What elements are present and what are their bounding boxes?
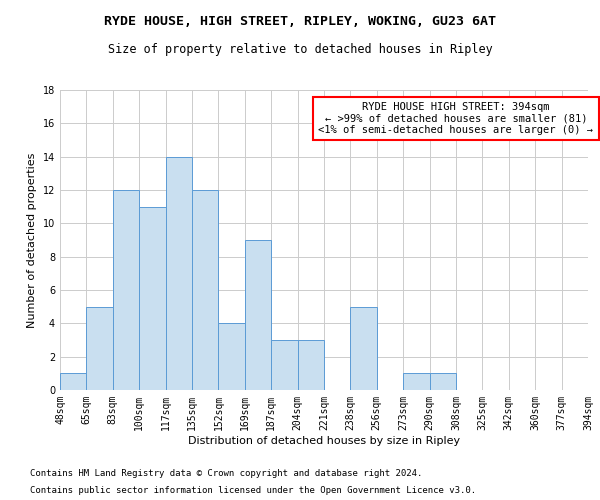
Bar [60,374,86,390]
Bar [86,306,113,390]
Bar [192,190,218,390]
Text: RYDE HOUSE, HIGH STREET, RIPLEY, WOKING, GU23 6AT: RYDE HOUSE, HIGH STREET, RIPLEY, WOKING,… [104,15,496,28]
Bar [139,206,166,390]
Bar [298,340,324,390]
Text: RYDE HOUSE HIGH STREET: 394sqm
← >99% of detached houses are smaller (81)
<1% of: RYDE HOUSE HIGH STREET: 394sqm ← >99% of… [319,102,593,135]
Bar [350,306,377,390]
Bar [218,324,245,390]
Bar [166,156,192,390]
Bar [113,190,139,390]
Bar [403,374,430,390]
Bar [430,374,456,390]
Text: Contains HM Land Registry data © Crown copyright and database right 2024.: Contains HM Land Registry data © Crown c… [30,468,422,477]
Text: Size of property relative to detached houses in Ripley: Size of property relative to detached ho… [107,42,493,56]
Text: Contains public sector information licensed under the Open Government Licence v3: Contains public sector information licen… [30,486,476,495]
X-axis label: Distribution of detached houses by size in Ripley: Distribution of detached houses by size … [188,436,460,446]
Bar [245,240,271,390]
Bar [271,340,298,390]
Y-axis label: Number of detached properties: Number of detached properties [27,152,37,328]
